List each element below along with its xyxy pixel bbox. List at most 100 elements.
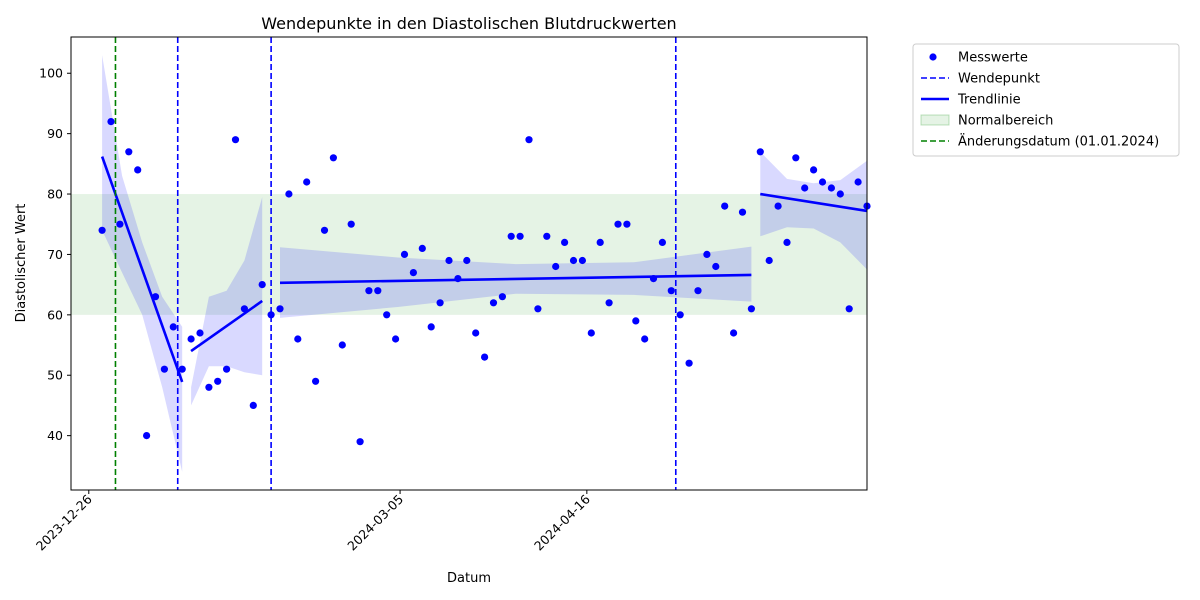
- measurement-point: [178, 365, 186, 373]
- measurement-point: [98, 226, 106, 234]
- measurement-point: [169, 323, 177, 331]
- measurement-point: [738, 208, 747, 216]
- measurement-point: [143, 432, 151, 440]
- measurement-point: [312, 377, 320, 385]
- legend-label: Messwerte: [958, 51, 1028, 66]
- measurement-point: [667, 287, 675, 295]
- measurement-point: [836, 190, 844, 198]
- y-axis-title: Diastolischer Wert: [14, 204, 29, 323]
- measurement-point: [472, 329, 480, 337]
- y-tick-label: 60: [47, 307, 63, 322]
- measurement-point: [187, 335, 195, 343]
- measurement-point: [623, 220, 631, 228]
- y-tick-label: 70: [47, 247, 63, 262]
- measurement-point: [516, 232, 524, 240]
- measurement-point: [418, 244, 426, 252]
- x-axis-title: Datum: [447, 571, 491, 586]
- measurement-point: [543, 232, 551, 240]
- measurement-point: [712, 262, 720, 271]
- measurement-point: [596, 238, 604, 246]
- measurement-point: [392, 335, 400, 343]
- measurement-point: [783, 238, 791, 246]
- legend-label: Änderungsdatum (01.01.2024): [958, 134, 1159, 150]
- measurement-point: [498, 293, 506, 301]
- legend-box: [912, 43, 1180, 157]
- measurement-point: [632, 317, 640, 325]
- measurement-point: [614, 220, 622, 228]
- measurement-point: [854, 178, 862, 186]
- measurement-point: [294, 335, 302, 343]
- measurement-point: [160, 365, 168, 373]
- measurement-point: [658, 238, 667, 246]
- plot-area: 40 50 60 70 80 90 100 2023-12-26 2024-03-05 2024-…: [33, 36, 871, 554]
- measurement-point: [747, 305, 756, 313]
- measurement-point: [756, 148, 764, 156]
- measurement-point: [818, 178, 827, 186]
- measurement-point: [383, 311, 391, 319]
- measurement-point: [641, 335, 649, 343]
- y-tick-label: 50: [47, 368, 63, 383]
- legend-label: Normalbereich: [958, 114, 1053, 129]
- measurement-point: [552, 262, 560, 271]
- measurement-point: [249, 401, 257, 409]
- legend: Messwerte Wendepunkt Trendlinie Normalberei…: [912, 43, 1180, 157]
- measurement-point: [569, 256, 578, 265]
- measurement-point: [267, 311, 275, 319]
- measurement-point: [730, 329, 738, 337]
- measurement-point: [320, 226, 329, 234]
- measurement-point: [231, 136, 240, 144]
- measurement-point: [845, 305, 853, 313]
- measurement-point: [223, 365, 231, 373]
- measurement-point: [703, 250, 711, 258]
- y-tick-label: 100: [39, 66, 63, 81]
- chart-title: Wendepunkte in den Diastolischen Blutdru…: [261, 14, 676, 33]
- measurement-point: [481, 353, 489, 361]
- measurement-point: [561, 238, 569, 246]
- measurement-point: [436, 299, 444, 307]
- measurement-point: [276, 305, 284, 313]
- legend-marker-patch: [920, 114, 950, 126]
- confidence-band-4: [760, 151, 867, 270]
- measurement-point: [196, 329, 204, 337]
- measurement-point: [329, 154, 337, 162]
- measurement-point: [214, 377, 222, 385]
- measurement-point: [774, 202, 782, 210]
- measurement-point: [578, 256, 587, 265]
- measurement-point: [694, 287, 702, 295]
- measurement-point: [534, 305, 542, 313]
- legend-label: Wendepunkt: [958, 72, 1040, 87]
- measurement-point: [463, 256, 471, 265]
- measurement-point: [134, 166, 142, 174]
- measurement-point: [801, 184, 809, 192]
- y-tick-label: 80: [47, 187, 63, 202]
- confidence-band-2: [191, 197, 263, 406]
- measurement-point: [765, 256, 773, 265]
- measurement-point: [489, 299, 498, 307]
- measurement-point: [205, 383, 213, 391]
- measurement-point: [810, 166, 818, 174]
- x-tick-label: 2023-12-26: [33, 491, 95, 553]
- measurement-point: [374, 287, 382, 295]
- measurement-point: [356, 438, 364, 446]
- legend-label: Trendlinie: [957, 93, 1021, 108]
- measurement-point: [676, 311, 684, 319]
- measurement-point: [258, 281, 266, 289]
- measurement-point: [685, 359, 693, 367]
- measurement-point: [285, 190, 293, 198]
- measurement-point: [303, 178, 311, 186]
- measurement-point: [792, 154, 800, 162]
- measurement-point: [525, 136, 533, 144]
- measurement-point: [107, 118, 115, 126]
- trend-line-2: [190, 299, 263, 353]
- plot-frame: [70, 36, 868, 491]
- measurement-point: [116, 220, 124, 228]
- x-tick-label: 2024-03-05: [344, 492, 406, 554]
- measurement-point: [721, 202, 729, 210]
- normal-range-band: [71, 194, 867, 315]
- measurement-point: [427, 323, 435, 331]
- measurement-point: [409, 269, 417, 277]
- measurement-point: [827, 184, 836, 192]
- trend-line-4: [760, 192, 868, 213]
